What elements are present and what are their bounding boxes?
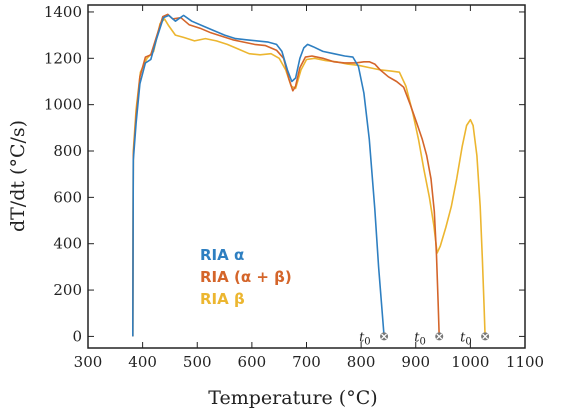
t0-marker-cross (381, 333, 388, 340)
y-tick-label: 1200 (44, 49, 82, 67)
legend-entry-ria-beta: RIA β (200, 290, 245, 308)
x-axis-label: Temperature (°C) (208, 387, 377, 409)
x-tick-label: 1100 (506, 353, 544, 371)
y-tick-label: 200 (53, 281, 82, 299)
x-tick-label: 1000 (451, 353, 489, 371)
x-tick-label: 300 (74, 353, 103, 371)
series-line-2 (132, 18, 486, 337)
y-tick-label: 400 (53, 235, 82, 253)
legend-entry-ria-alpha-beta: RIA (α + β) (200, 268, 292, 286)
x-tick-label: 400 (128, 353, 157, 371)
x-tick-label: 700 (292, 353, 321, 371)
series-line-0 (132, 14, 385, 337)
y-tick-label: 800 (53, 142, 82, 160)
y-tick-label: 1400 (44, 3, 82, 21)
legend: RIA α RIA (α + β) RIA β (200, 246, 292, 308)
t0-marker-cross (436, 333, 443, 340)
x-tick-label: 900 (401, 353, 430, 371)
y-tick-label: 0 (72, 327, 82, 345)
y-tick-label: 600 (53, 188, 82, 206)
t0-label: t0 (359, 330, 371, 347)
y-tick-label: 1000 (44, 96, 82, 114)
series-line-1 (132, 13, 440, 337)
x-tick-label: 800 (347, 353, 376, 371)
x-tick-label: 600 (238, 353, 267, 371)
t0-label: t0 (460, 330, 472, 347)
t0-label: t0 (414, 330, 426, 347)
series-layer (132, 13, 486, 337)
t0-marker-cross (482, 333, 489, 340)
markers-layer: t0 t0 t0 (359, 330, 490, 347)
ticks-layer: 300 400 500 600 700 800 900 1000 1100 0 200 400 600 8… (44, 3, 544, 371)
x-tick-label: 500 (183, 353, 212, 371)
legend-entry-ria-alpha: RIA α (200, 246, 244, 264)
y-axis-label: dT/dt (°C/s) (7, 120, 29, 232)
